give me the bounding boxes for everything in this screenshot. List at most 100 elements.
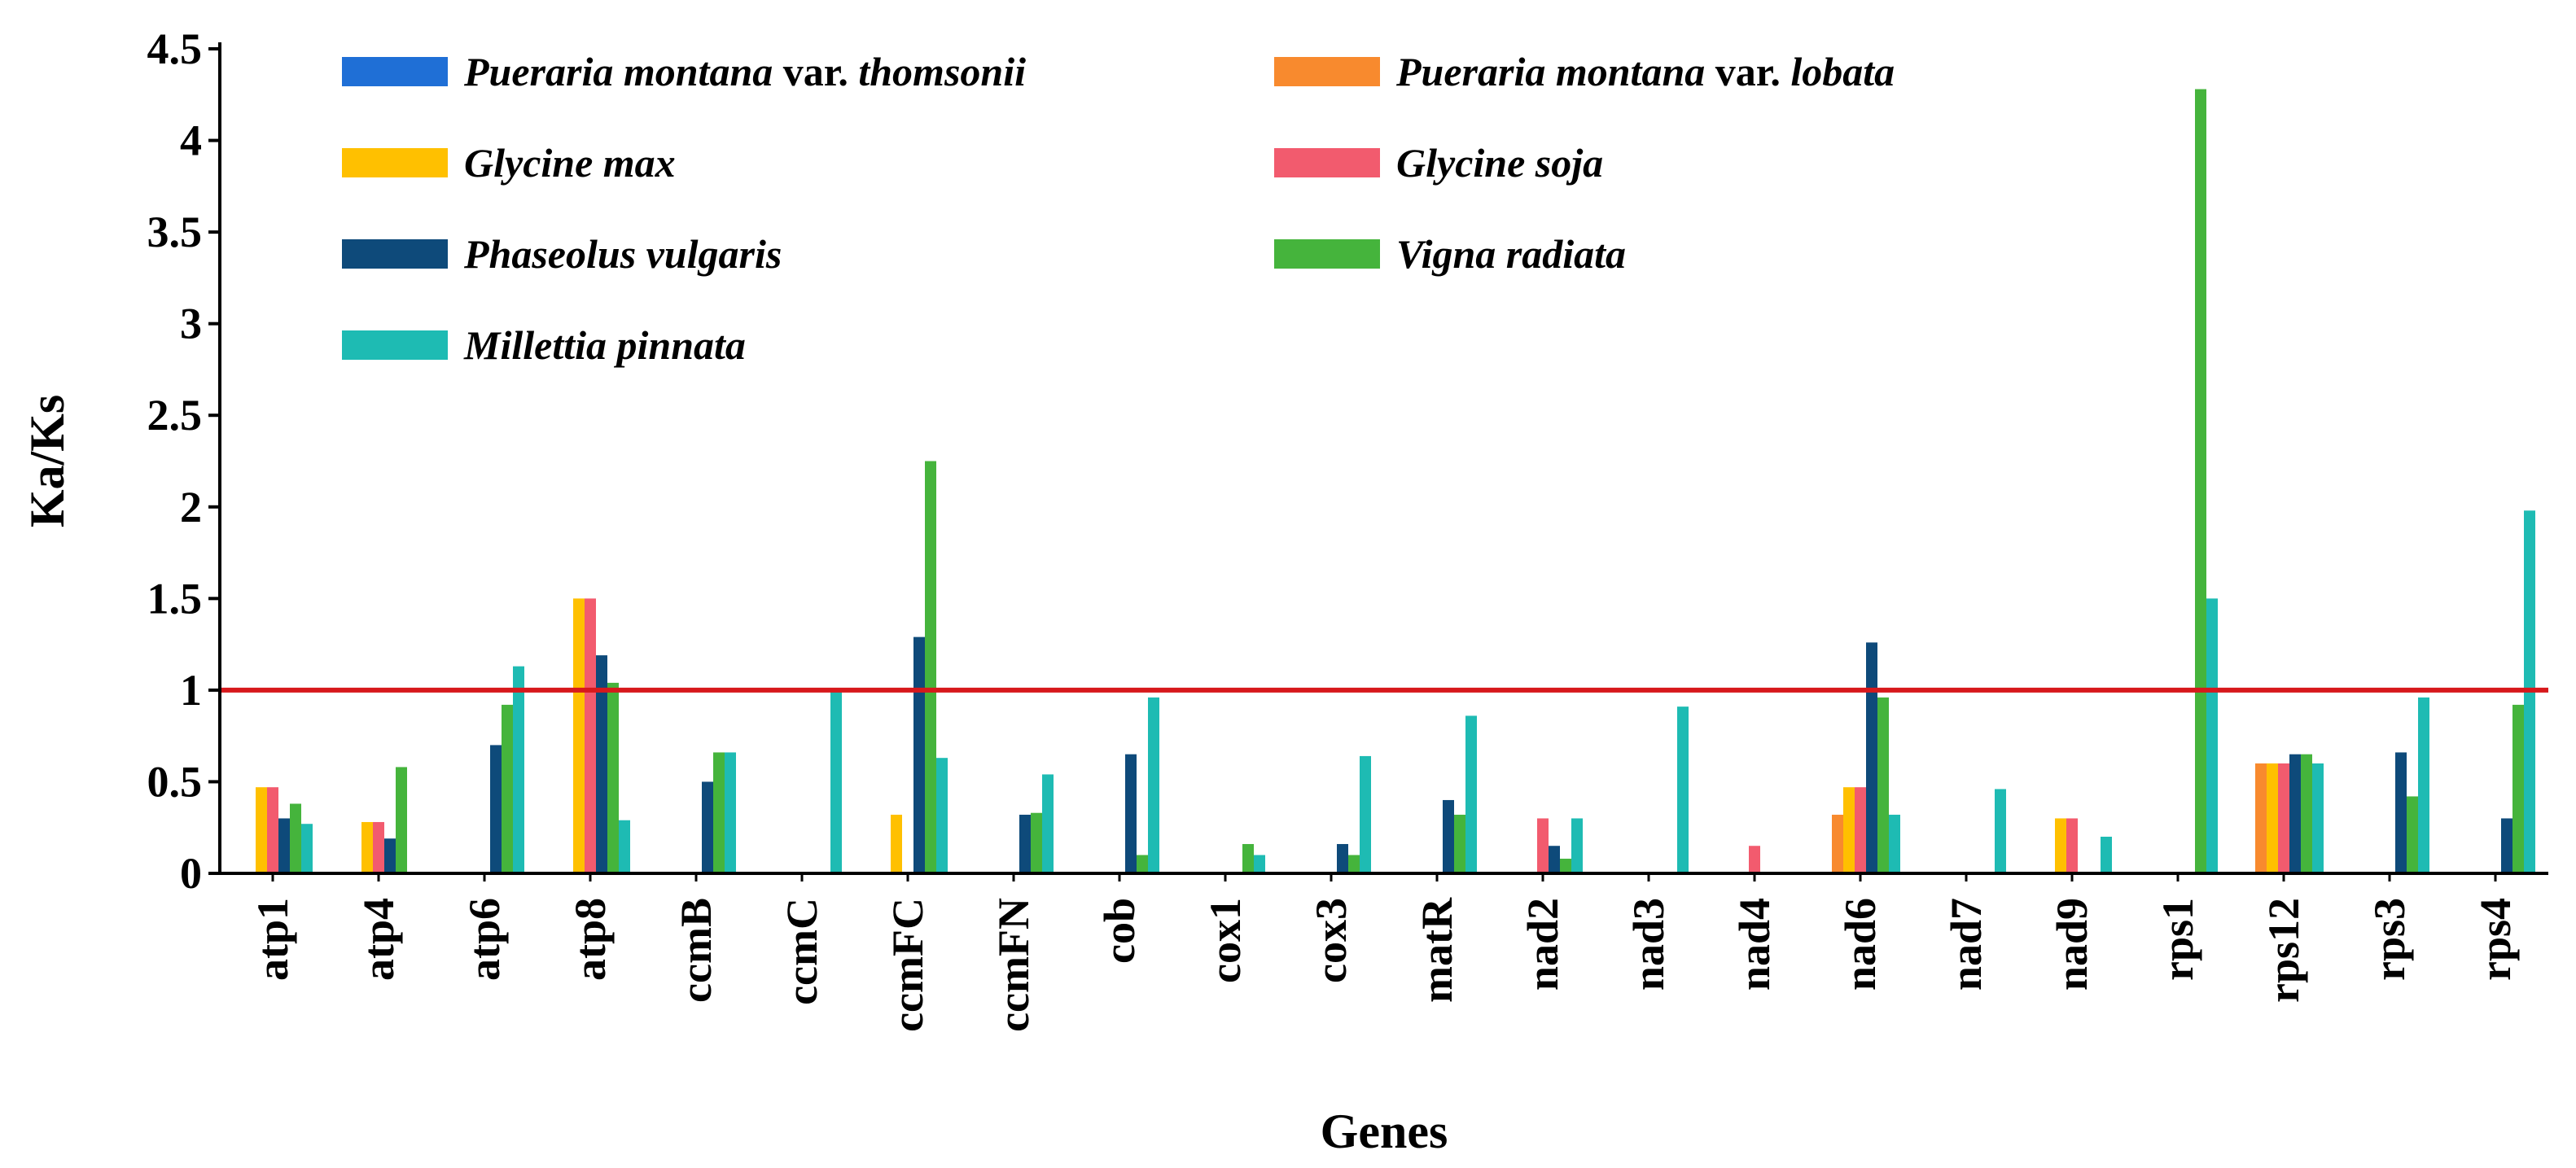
bar-atp8-series-7: [619, 820, 630, 873]
x-tick-label-atp4: atp4: [354, 898, 403, 981]
y-tick-label: 1.5: [147, 574, 203, 623]
bar-cob-series-7: [1148, 697, 1159, 873]
bar-cox3-series-5: [1337, 843, 1348, 873]
x-tick-label-atp6: atp6: [460, 898, 509, 981]
bar-atp4-series-6: [396, 767, 407, 873]
bar-rps4-series-6: [2512, 704, 2524, 873]
legend-swatch-7: [342, 330, 448, 360]
bar-rps1-series-6: [2195, 89, 2206, 874]
bar-nad6-series-6: [1877, 697, 1889, 873]
x-tick-label-cox3: cox3: [1307, 898, 1356, 983]
bar-atp8-series-3: [573, 598, 585, 873]
bar-atp6-series-5: [490, 745, 502, 873]
y-tick-label: 4.5: [147, 24, 203, 73]
y-axis-title: Ka/Ks: [20, 395, 74, 527]
x-tick-label-nad7: nad7: [1942, 898, 1991, 991]
bar-rps3-series-6: [2407, 796, 2418, 873]
y-tick-label: 0: [180, 849, 202, 898]
bar-rps1-series-7: [2206, 598, 2218, 873]
bar-nad6-series-5: [1866, 642, 1877, 873]
y-tick-label: 1: [180, 666, 202, 715]
bar-atp8-series-5: [596, 655, 607, 873]
x-tick-label-nad3: nad3: [1624, 898, 1673, 991]
bar-rps12-series-6: [2301, 754, 2312, 873]
bar-rps12-series-3: [2267, 763, 2278, 873]
bar-ccmFC-series-3: [891, 814, 902, 873]
legend-label-3: Glycine max: [464, 140, 676, 186]
y-axis-ticks: 0 0.5 1 1.5 2 2.5 3 3.5 4 4.5: [147, 24, 220, 898]
bar-cox1-series-7: [1254, 855, 1265, 873]
legend-label-5: Phaseolus vulgaris: [463, 231, 782, 277]
bar-nad6-series-2: [1832, 814, 1843, 873]
bar-rps3-series-7: [2418, 697, 2429, 873]
legend-swatch-4: [1274, 148, 1380, 177]
bar-cox1-series-6: [1242, 843, 1254, 873]
y-tick-label: 3: [180, 300, 202, 348]
bar-atp4-series-3: [361, 821, 373, 873]
bar-cox3-series-6: [1348, 855, 1360, 873]
bar-cob-series-6: [1137, 855, 1148, 873]
x-tick-label-ccmC: ccmC: [778, 898, 826, 1005]
x-tick-label-nad6: nad6: [1836, 898, 1885, 991]
bar-rps12-series-5: [2289, 754, 2301, 873]
bar-ccmB-series-7: [725, 752, 736, 873]
bar-rps12-series-4: [2278, 763, 2289, 873]
bar-atp4-series-4: [373, 821, 384, 873]
bar-atp8-series-4: [585, 598, 596, 873]
legend-label-1: Pueraria montana var. thomsonii: [463, 49, 1026, 94]
x-tick-label-rps4: rps4: [2471, 898, 2520, 981]
bar-ccmFC-series-5: [913, 636, 925, 873]
x-tick-label-nad9: nad9: [2048, 898, 2096, 991]
bar-nad2-series-5: [1549, 846, 1560, 873]
bar-nad3-series-7: [1677, 706, 1689, 873]
x-axis-ticks: atp1 atp4 atp6 atp8 ccmB ccmC ccmFC ccmFN cob cox…: [248, 873, 2520, 1032]
bar-nad2-series-4: [1537, 818, 1549, 873]
bar-nad6-series-4: [1855, 787, 1866, 873]
bar-atp4-series-5: [384, 838, 396, 873]
x-tick-label-ccmB: ccmB: [672, 898, 721, 1003]
legend-label-2: Pueraria montana var. lobata: [1395, 49, 1895, 94]
bar-matR-series-6: [1454, 814, 1465, 873]
bar-rps12-series-7: [2312, 763, 2324, 873]
legend-label-6: Vigna radiata: [1396, 231, 1626, 277]
x-tick-label-atp1: atp1: [248, 898, 297, 981]
legend-label-4: Glycine soja: [1396, 140, 1603, 186]
bar-rps3-series-5: [2395, 752, 2407, 873]
bar-ccmC-series-7: [830, 692, 842, 873]
bar-matR-series-5: [1443, 799, 1454, 873]
bar-atp1-series-4: [267, 787, 278, 873]
legend-swatch-1: [342, 57, 448, 86]
y-tick-label: 2: [180, 483, 202, 532]
bar-ccmB-series-5: [702, 781, 713, 873]
bar-ccmFN-series-5: [1019, 814, 1031, 873]
bar-nad6-series-3: [1843, 787, 1855, 873]
x-tick-label-matR: matR: [1413, 897, 1461, 1003]
x-tick-label-atp8: atp8: [566, 898, 615, 981]
bar-ccmFC-series-6: [925, 461, 936, 873]
bar-ccmFN-series-7: [1042, 774, 1054, 873]
y-tick-label: 4: [180, 116, 202, 165]
bar-rps12-series-2: [2255, 763, 2267, 873]
bar-atp1-series-6: [290, 803, 301, 873]
bar-atp8-series-6: [607, 682, 619, 873]
bar-nad4-series-4: [1749, 846, 1760, 873]
bar-atp1-series-5: [278, 818, 290, 873]
x-tick-label-rps3: rps3: [2365, 898, 2414, 981]
y-tick-label: 3.5: [147, 208, 203, 256]
bar-matR-series-7: [1465, 715, 1477, 873]
bar-cox3-series-7: [1360, 755, 1371, 873]
legend-swatch-2: [1274, 57, 1380, 86]
bar-ccmB-series-6: [713, 752, 725, 873]
legend-swatch-3: [342, 148, 448, 177]
bar-nad9-series-7: [2101, 836, 2112, 873]
legend: Pueraria montana var. thomsonii Pueraria …: [342, 49, 1895, 368]
x-tick-label-nad2: nad2: [1518, 898, 1567, 991]
bar-ccmFN-series-6: [1031, 812, 1042, 873]
bar-rps4-series-5: [2501, 818, 2512, 873]
x-tick-label-rps12: rps12: [2259, 898, 2308, 1003]
legend-label-7: Millettia pinnata: [463, 322, 746, 368]
bar-atp1-series-7: [301, 824, 313, 873]
x-axis-title: Genes: [1321, 1105, 1448, 1158]
y-tick-label: 0.5: [147, 757, 203, 806]
